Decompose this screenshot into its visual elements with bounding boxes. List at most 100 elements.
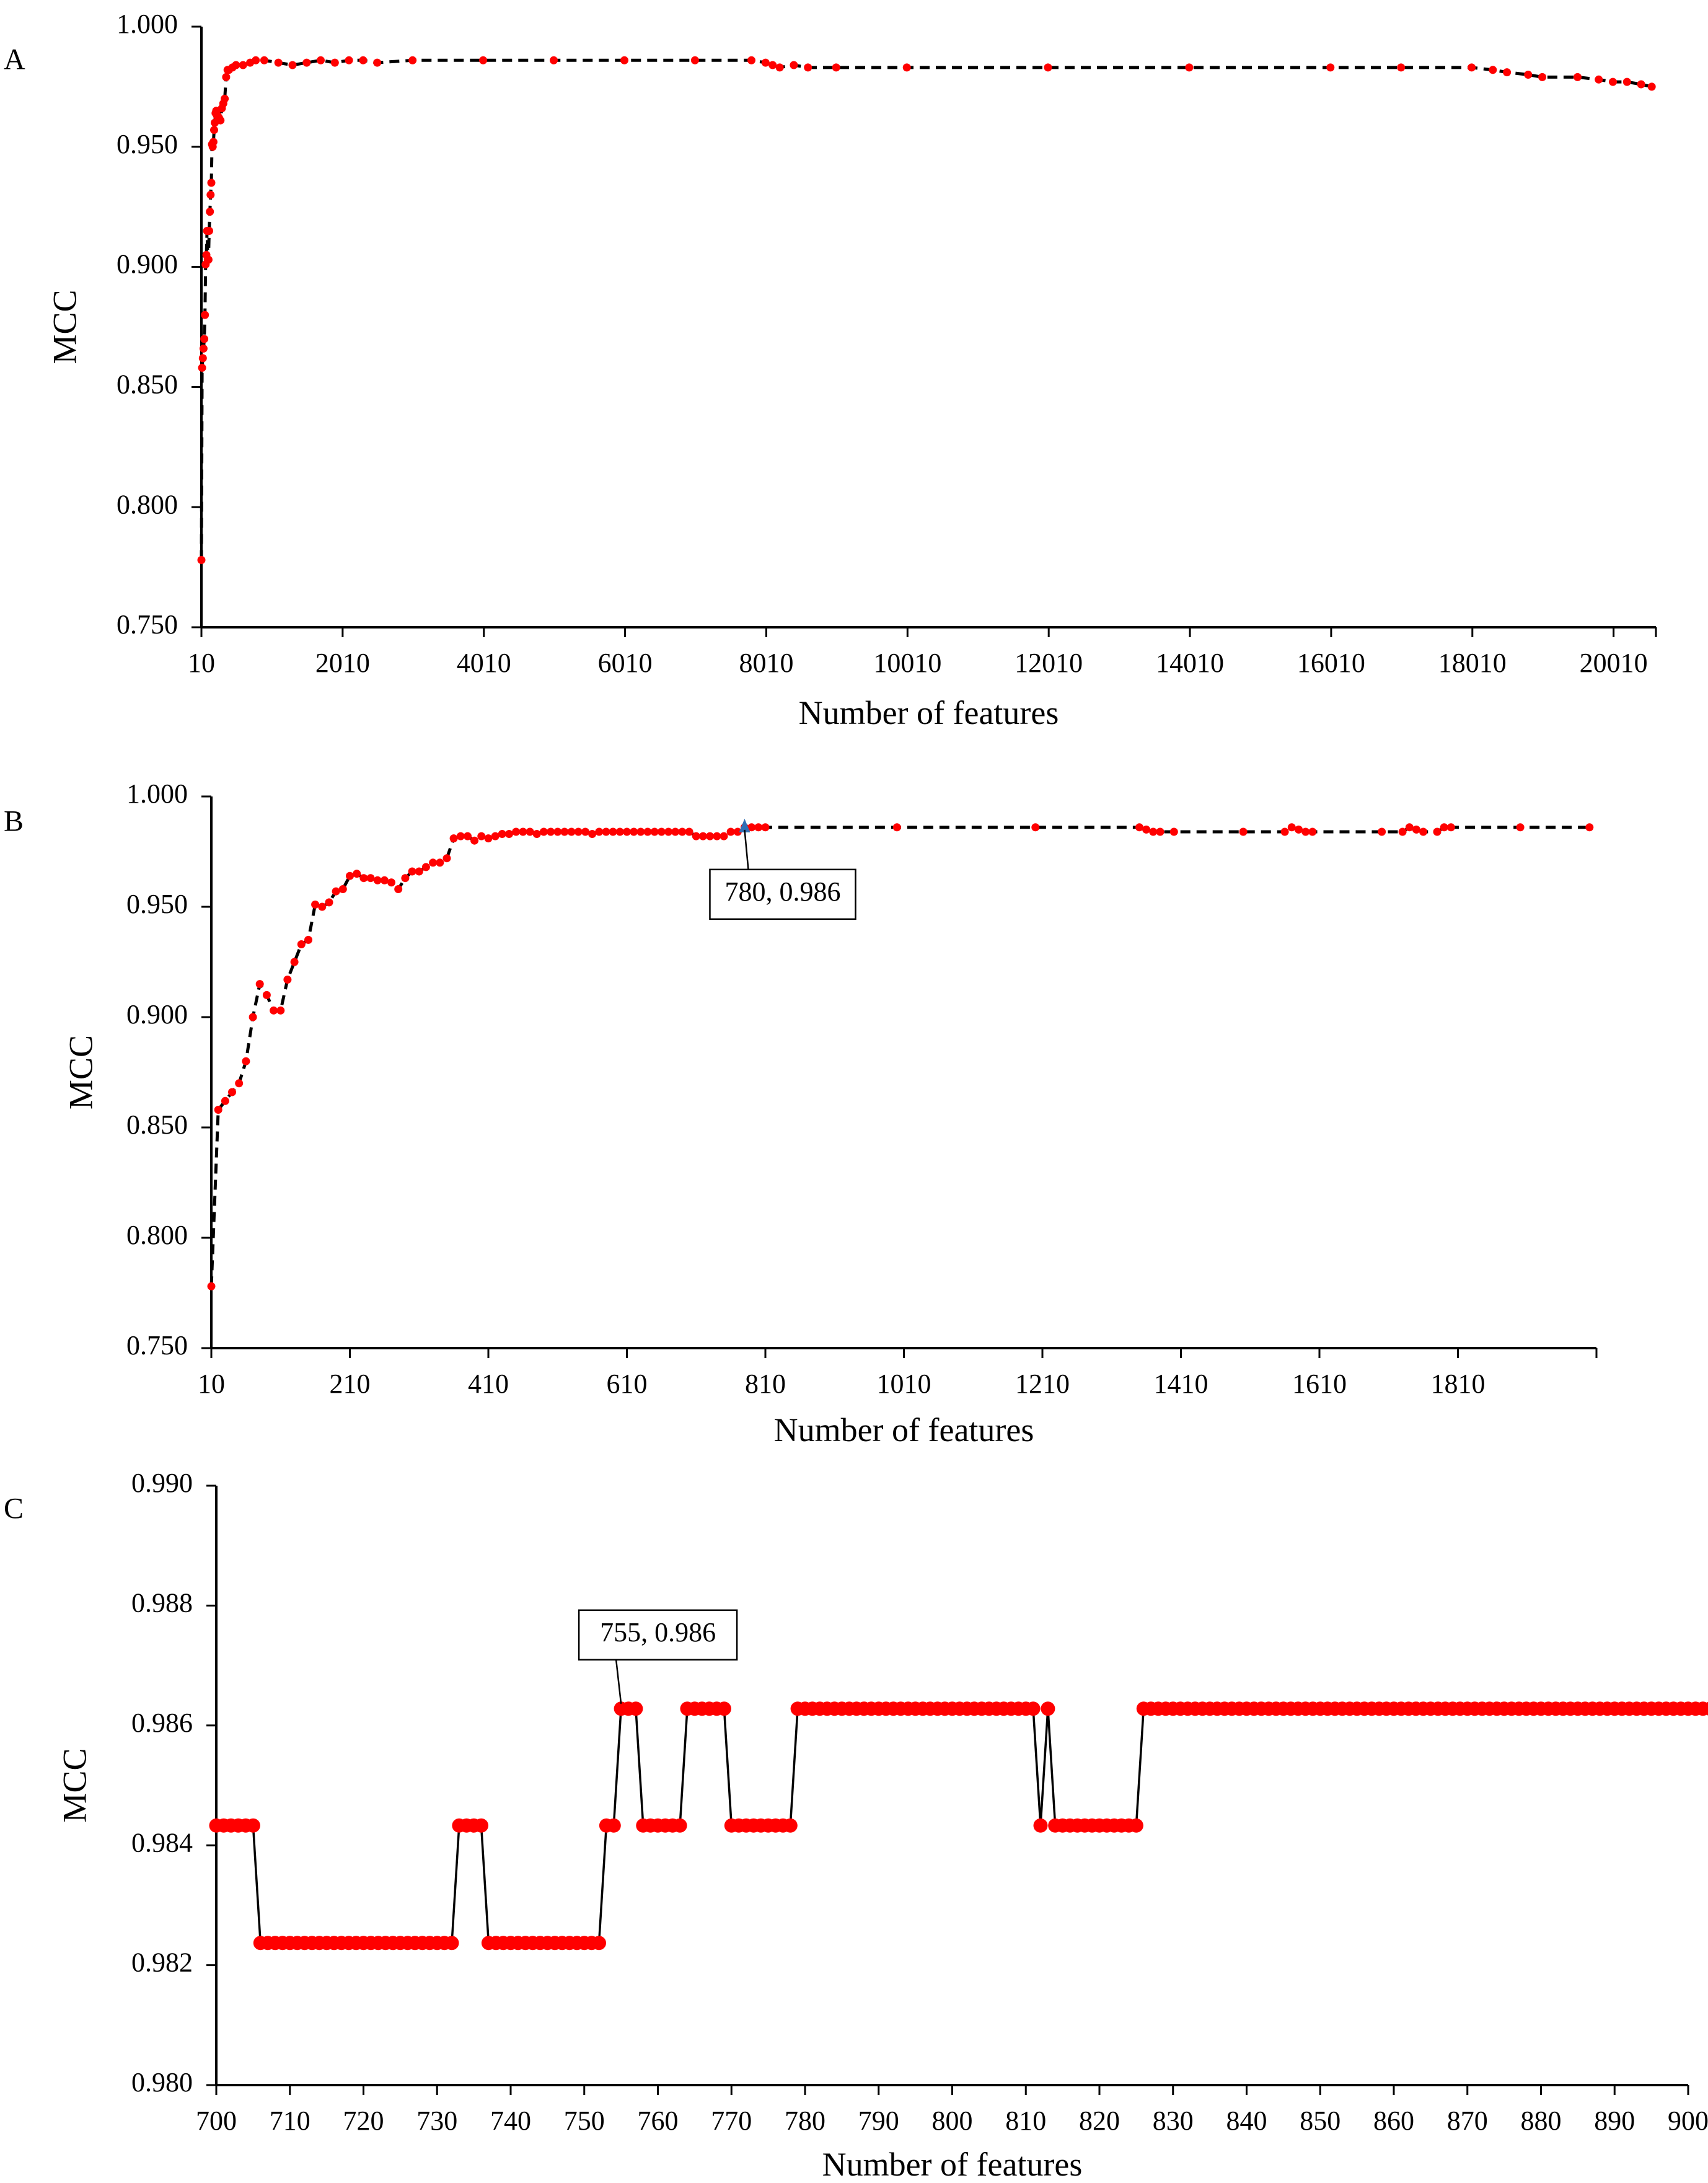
panel-a-x-tick-label: 10 xyxy=(188,648,215,678)
panel-b-data-point xyxy=(421,863,430,871)
panel-c-x-tick-label: 740 xyxy=(490,2106,531,2136)
panel-b-data-point xyxy=(761,823,770,832)
panel-b-data-point xyxy=(429,858,438,867)
panel-a-data-point xyxy=(832,63,840,72)
panel-c-x-tick-label: 880 xyxy=(1521,2106,1562,2136)
panel-a-x-tick-label: 16010 xyxy=(1297,648,1365,678)
panel-c-data-point xyxy=(245,1818,260,1833)
panel-b-data-point xyxy=(532,830,541,838)
panel-c-data-point xyxy=(783,1818,798,1833)
panel-a-data-point xyxy=(1637,80,1645,89)
panel-b-data-point xyxy=(394,885,403,893)
panel-c-chart: C 0.980 0.982 0.984 0.986 0.988 0.990 700 710 720… xyxy=(4,1468,1708,2183)
panel-b-data-point xyxy=(747,823,756,832)
panel-b-data-point xyxy=(1135,823,1143,832)
panel-b-data-point xyxy=(484,834,493,843)
panel-c-data-point xyxy=(606,1818,621,1833)
panel-b-x-axis-title: Number of features xyxy=(774,1411,1034,1449)
panel-c-x-tick-label: 890 xyxy=(1594,2106,1635,2136)
panel-b-data-point xyxy=(290,958,299,966)
panel-a-data-point xyxy=(317,56,325,64)
panel-c-callout-label: 755, 0.986 xyxy=(600,1617,716,1647)
panel-a-data-point xyxy=(205,227,213,235)
panel-b-x-tick-label: 1410 xyxy=(1154,1369,1208,1399)
panel-c-x-tick-label: 750 xyxy=(564,2106,605,2136)
panel-b-data-point xyxy=(228,1088,236,1096)
panel-c-x-tick-label: 710 xyxy=(270,2106,310,2136)
panel-b-data-point xyxy=(1239,827,1248,836)
panel-b-y-tick-label: 1.000 xyxy=(126,778,188,809)
panel-a-x-tick-label: 12010 xyxy=(1015,648,1083,678)
panel-b-data-point xyxy=(581,827,589,836)
panel-b-data-point xyxy=(1301,827,1310,836)
panel-a-data-point xyxy=(775,63,784,72)
panel-b-data-point xyxy=(262,990,271,999)
panel-b-data-point xyxy=(1287,823,1296,832)
panel-b-data-point xyxy=(1405,823,1414,832)
panel-b-data-point xyxy=(415,867,423,876)
panel-c-callout-box xyxy=(578,1609,738,1661)
panel-a-data-point xyxy=(209,138,218,146)
panel-b-data-point xyxy=(547,827,555,836)
panel-a-data-point xyxy=(1574,73,1582,81)
panel-b-data-point xyxy=(325,898,333,907)
panel-a-data-point xyxy=(373,58,382,67)
panel-a-x-tick-label: 4010 xyxy=(457,648,511,678)
panel-a-y-tick-label: 0.950 xyxy=(117,129,178,159)
panel-b-data-point xyxy=(1419,827,1428,836)
panel-c-x-tick-label: 900 xyxy=(1668,2106,1708,2136)
panel-a-data-point xyxy=(1489,66,1497,74)
panel-b-x-tick-label: 1010 xyxy=(877,1369,931,1399)
panel-b-data-point xyxy=(436,858,444,867)
panel-b-data-point xyxy=(470,836,479,845)
panel-c-data-point xyxy=(672,1818,687,1833)
panel-c-x-tick-label: 760 xyxy=(638,2106,679,2136)
panel-a-data-point xyxy=(768,61,777,69)
panel-b-data-point xyxy=(560,827,569,836)
panel-a-data-point xyxy=(198,363,206,372)
panel-b-data-point xyxy=(1142,825,1151,834)
panel-b-x-tick-label: 1810 xyxy=(1431,1369,1486,1399)
panel-c-data-point xyxy=(1041,1701,1055,1716)
panel-a-data-point xyxy=(206,208,214,216)
panel-c-x-tick-label: 790 xyxy=(858,2106,899,2136)
panel-a-x-tick-label: 14010 xyxy=(1156,648,1224,678)
panel-b-data-point xyxy=(1378,827,1386,836)
panel-b-callout-pointer xyxy=(744,829,749,870)
panel-b-data-point xyxy=(685,827,693,836)
panel-c-data-point xyxy=(592,1936,606,1951)
panel-b-data-point xyxy=(1516,823,1525,832)
panel-b-y-axis-title: MCC xyxy=(62,1035,99,1109)
panel-b-data-point xyxy=(1308,827,1317,836)
panel-b-data-point xyxy=(311,900,320,909)
panel-b-data-point xyxy=(304,935,312,944)
panel-c-x-tick-label: 800 xyxy=(932,2106,973,2136)
panel-a-data-point xyxy=(408,56,417,64)
panel-b-data-point xyxy=(255,980,264,989)
panel-a-y-tick-label: 0.900 xyxy=(117,249,178,280)
panel-b-data-point xyxy=(380,876,389,884)
panel-b-data-point xyxy=(664,827,673,836)
panel-c-y-tick-label: 0.990 xyxy=(131,1468,193,1498)
panel-b-data-point xyxy=(636,827,645,836)
panel-b-data-point xyxy=(713,832,721,840)
panel-b-x-tick-label: 1210 xyxy=(1015,1369,1070,1399)
panel-c-data-point xyxy=(444,1936,459,1951)
panel-b-data-point xyxy=(1440,823,1448,832)
panel-a-data-point xyxy=(747,56,755,64)
panel-b-data-point xyxy=(318,902,327,911)
panel-b-x-tick-label: 810 xyxy=(745,1369,786,1399)
panel-c-data-point xyxy=(474,1818,488,1833)
panel-b-data-point xyxy=(373,876,382,884)
panel-c-data-point xyxy=(1703,1701,1708,1716)
panel-b-data-point xyxy=(588,830,597,838)
panel-b-data-point xyxy=(615,827,624,836)
panel-a-series-line xyxy=(200,58,1652,560)
panel-c-x-tick-label: 830 xyxy=(1153,2106,1194,2136)
panel-b-data-point xyxy=(346,871,354,880)
panel-b-data-point xyxy=(283,976,292,984)
panel-b-data-point xyxy=(1412,825,1420,834)
panel-a-data-point xyxy=(620,56,628,64)
panel-b-data-point xyxy=(539,827,548,836)
